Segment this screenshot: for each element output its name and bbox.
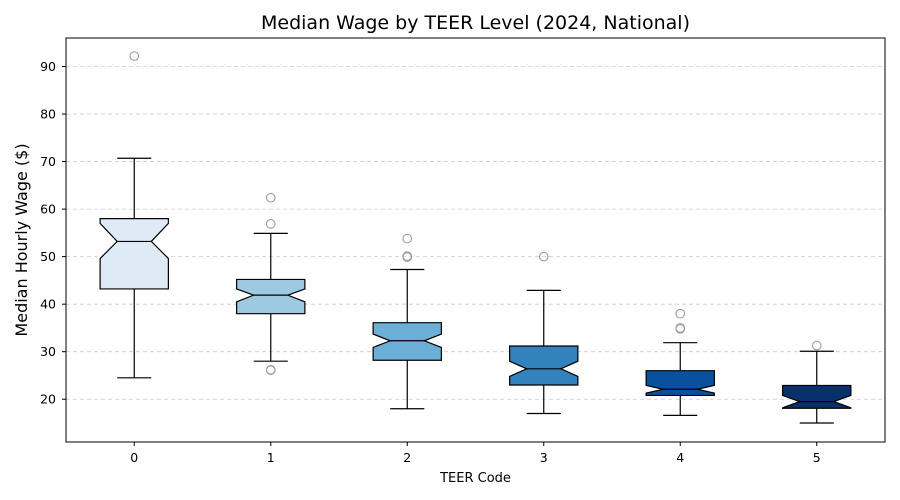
box-teer-0 [99, 51, 169, 379]
outlier-point [265, 192, 276, 203]
outlier-point [402, 233, 413, 244]
outlier-point [811, 340, 822, 351]
outlier-point [265, 218, 276, 229]
outlier-point [129, 51, 140, 61]
box-body [645, 370, 715, 397]
outlier-point [675, 324, 686, 334]
outlier-point [402, 252, 413, 262]
outlier-point [265, 365, 276, 376]
x-axis-label: TEER Code [439, 471, 511, 486]
x-tick-label-1: 1 [267, 450, 275, 465]
box-teer-2 [372, 233, 442, 410]
outlier-point [675, 308, 686, 319]
y-tick-label-20: 20 [40, 392, 56, 407]
box-teer-4 [645, 308, 715, 416]
y-tick-label-60: 60 [40, 202, 56, 217]
y-axis-label: Median Hourly Wage ($) [12, 143, 31, 336]
x-tick-label-5: 5 [813, 450, 821, 465]
box-teer-5 [782, 340, 852, 424]
boxes [99, 51, 852, 424]
box-body [372, 322, 442, 361]
plot-frame [65, 37, 886, 443]
y-tick-label-40: 40 [40, 297, 56, 312]
y-tick-label-70: 70 [40, 154, 56, 169]
box-teer-3 [509, 251, 579, 415]
y-tick-label-80: 80 [40, 107, 56, 122]
x-tick-label-2: 2 [403, 450, 411, 465]
x-tick-label-3: 3 [540, 450, 548, 465]
box-body [236, 278, 306, 315]
y-ticks: 20 30 40 50 60 70 80 90 [40, 59, 66, 407]
box-body [99, 218, 169, 290]
x-tick-label-4: 4 [676, 450, 684, 465]
y-tick-label-30: 30 [40, 344, 56, 359]
x-ticks: 0 1 2 3 4 5 [130, 442, 821, 465]
box-teer-1 [236, 192, 306, 376]
box-body [509, 345, 579, 386]
chart-title: Median Wage by TEER Level (2024, Nationa… [261, 12, 690, 34]
x-tick-label-0: 0 [130, 450, 138, 465]
y-tick-label-90: 90 [40, 59, 56, 74]
box-body [782, 384, 852, 409]
outlier-point [538, 251, 549, 262]
gridlines [66, 66, 885, 400]
y-tick-label-50: 50 [40, 249, 56, 264]
